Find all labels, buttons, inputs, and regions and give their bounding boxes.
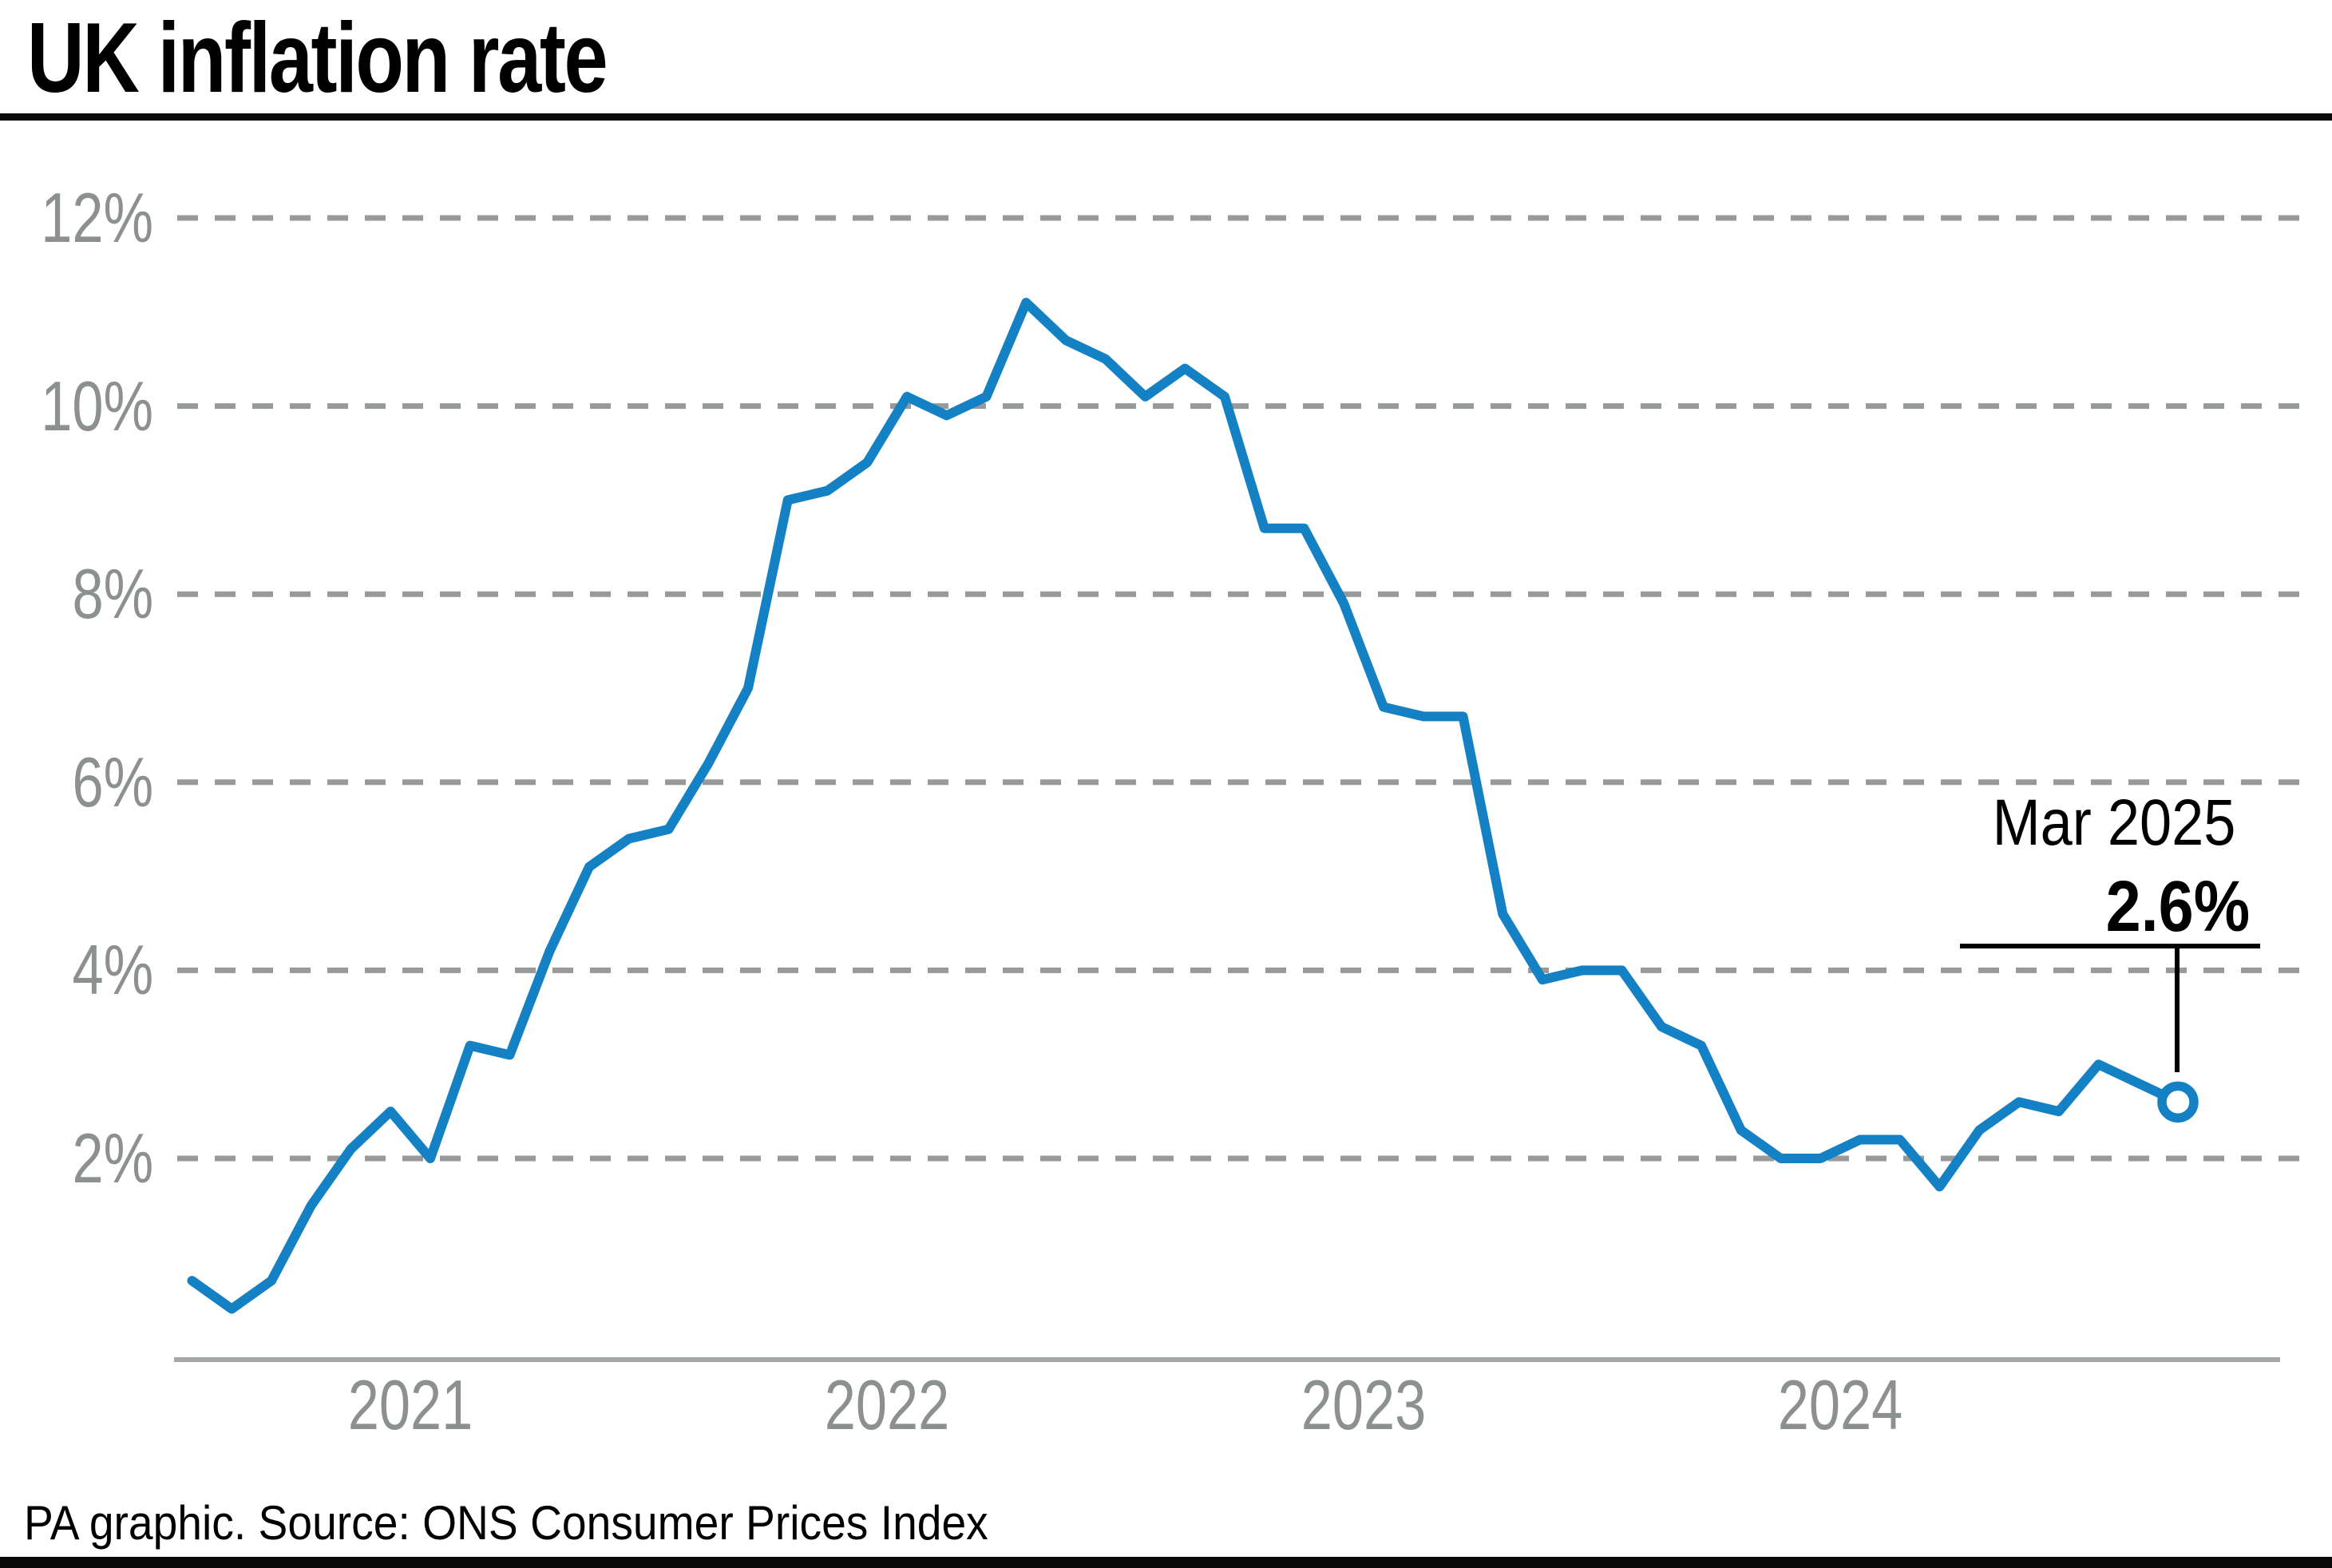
y-tick-6pct: 6% (72, 742, 153, 822)
annotation-date-label: Mar 2025 (1992, 786, 2235, 859)
y-tick-8pct: 8% (72, 554, 153, 634)
page-title: UK inflation rate (27, 3, 608, 113)
y-tick-12pct: 12% (41, 178, 153, 257)
x-tick-2023: 2023 (1301, 1365, 1427, 1444)
y-tick-10pct: 10% (41, 366, 153, 445)
y-tick-4pct: 4% (72, 930, 153, 1010)
title-underline-rule (0, 113, 2332, 121)
x-tick-2021: 2021 (347, 1365, 473, 1444)
x-tick-2024: 2024 (1777, 1365, 1903, 1444)
bottom-black-bar (0, 1557, 2332, 1568)
last-point-marker (2157, 1081, 2199, 1123)
source-credit: PA graphic. Source: ONS Consumer Prices … (24, 1496, 988, 1550)
inflation-series-line (187, 298, 2183, 1314)
annotation-value-label: 2.6% (2105, 867, 2250, 947)
x-tick-2022: 2022 (824, 1365, 950, 1444)
y-tick-2pct: 2% (72, 1119, 153, 1198)
